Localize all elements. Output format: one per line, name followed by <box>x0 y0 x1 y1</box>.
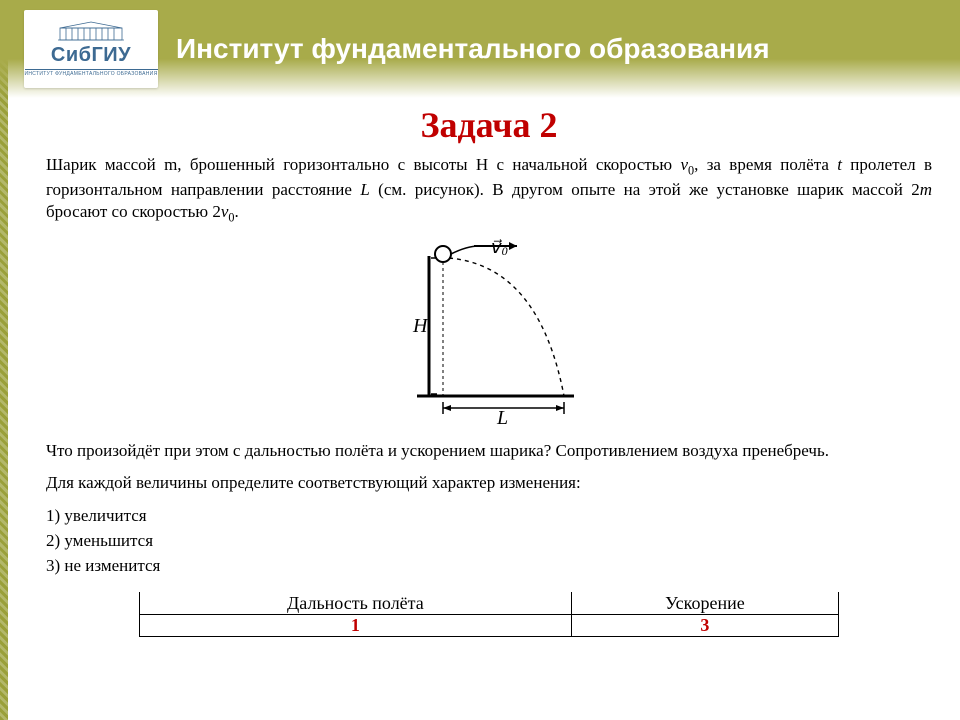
logo-text: СибГИУ <box>51 44 131 67</box>
header-title: Институт фундаментального образования <box>176 33 770 65</box>
logo-building-icon <box>56 20 126 42</box>
figure-container: H L v⃗0 <box>46 236 932 426</box>
task-title: Задача 2 <box>46 104 932 146</box>
table-col-accel: Ускорение <box>571 592 838 614</box>
table-col-range: Дальность полёта <box>140 592 572 614</box>
problem-paragraph-3: Для каждой величины определите соответст… <box>46 472 932 494</box>
problem-paragraph-2: Что произойдёт при этом с дальностью пол… <box>46 440 932 462</box>
slide-content: Задача 2 Шарик массой m, брошенный гориз… <box>46 104 932 710</box>
answer-range: 1 <box>140 614 572 636</box>
option-1: 1) увеличится <box>46 504 932 529</box>
answer-options: 1) увеличится 2) уменьшится 3) не измени… <box>46 504 932 578</box>
figure-label-length: L <box>496 407 508 426</box>
university-logo: СибГИУ ИНСТИТУТ ФУНДАМЕНТАЛЬНОГО ОБРАЗОВ… <box>24 10 158 88</box>
option-2: 2) уменьшится <box>46 529 932 554</box>
problem-paragraph-1: Шарик массой m, брошенный горизонтально … <box>46 154 932 226</box>
physics-figure: H L v⃗0 <box>379 236 599 426</box>
figure-label-height: H <box>412 315 429 337</box>
answer-table: Дальность полёта Ускорение 1 3 <box>139 592 839 637</box>
left-decorative-stripe <box>0 0 8 720</box>
page-header: СибГИУ ИНСТИТУТ ФУНДАМЕНТАЛЬНОГО ОБРАЗОВ… <box>0 0 960 98</box>
answer-accel: 3 <box>571 614 838 636</box>
option-3: 3) не изменится <box>46 554 932 579</box>
figure-label-velocity: v⃗0 <box>491 236 508 257</box>
logo-subtitle: ИНСТИТУТ ФУНДАМЕНТАЛЬНОГО ОБРАЗОВАНИЯ <box>25 69 158 78</box>
